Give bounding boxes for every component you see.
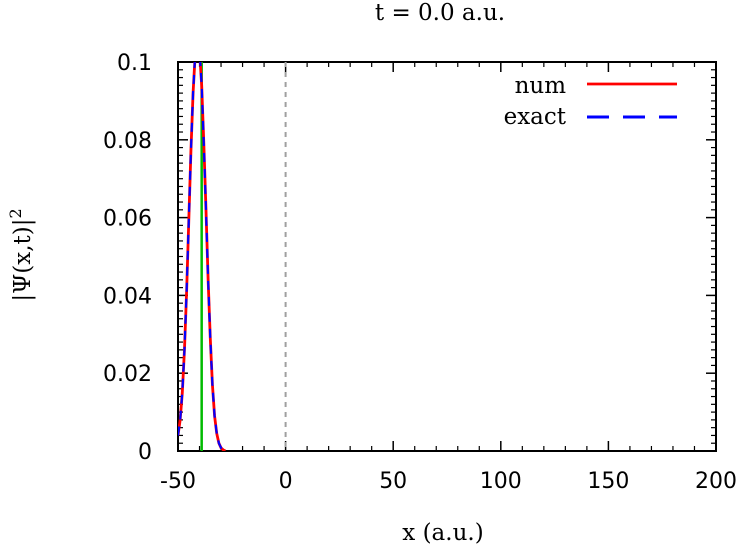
reference-lines (200, 62, 287, 451)
chart-title: t = 0.0 a.u. (375, 0, 505, 26)
x-tick-label: 200 (695, 469, 737, 494)
legend-label-num: num (515, 73, 567, 99)
x-tick-label: 50 (379, 469, 407, 494)
y-tick-label: 0.08 (103, 129, 152, 154)
y-axis-label-main: |Ψ(x,t)| (10, 219, 36, 302)
y-tick-label: 0.1 (117, 51, 152, 76)
y-tick-label: 0 (138, 440, 152, 465)
series-line-num (178, 62, 227, 451)
x-tick-label: -50 (160, 469, 196, 494)
x-axis-label: x (a.u.) (402, 520, 483, 546)
x-tick-labels: -50 0 50 100 150 200 (160, 469, 737, 494)
legend-label-exact: exact (504, 104, 567, 130)
legend: num exact (504, 73, 677, 130)
y-tick-label: 0.04 (103, 284, 152, 309)
y-axis-label: |Ψ(x,t)|2 (6, 208, 36, 301)
x-tick-label: 100 (480, 469, 522, 494)
plot-frame (177, 61, 717, 452)
y-axis-label-superscript: 2 (6, 208, 25, 218)
y-tick-labels: 0 0.02 0.04 0.06 0.08 0.1 (103, 51, 152, 465)
series-layer (178, 62, 227, 451)
tick-marks (177, 61, 717, 452)
x-tick-label: 0 (279, 469, 293, 494)
y-tick-label: 0.06 (103, 207, 152, 232)
axes-frame (177, 61, 717, 452)
y-tick-label: 0.02 (103, 362, 152, 387)
x-tick-label: 150 (587, 469, 629, 494)
